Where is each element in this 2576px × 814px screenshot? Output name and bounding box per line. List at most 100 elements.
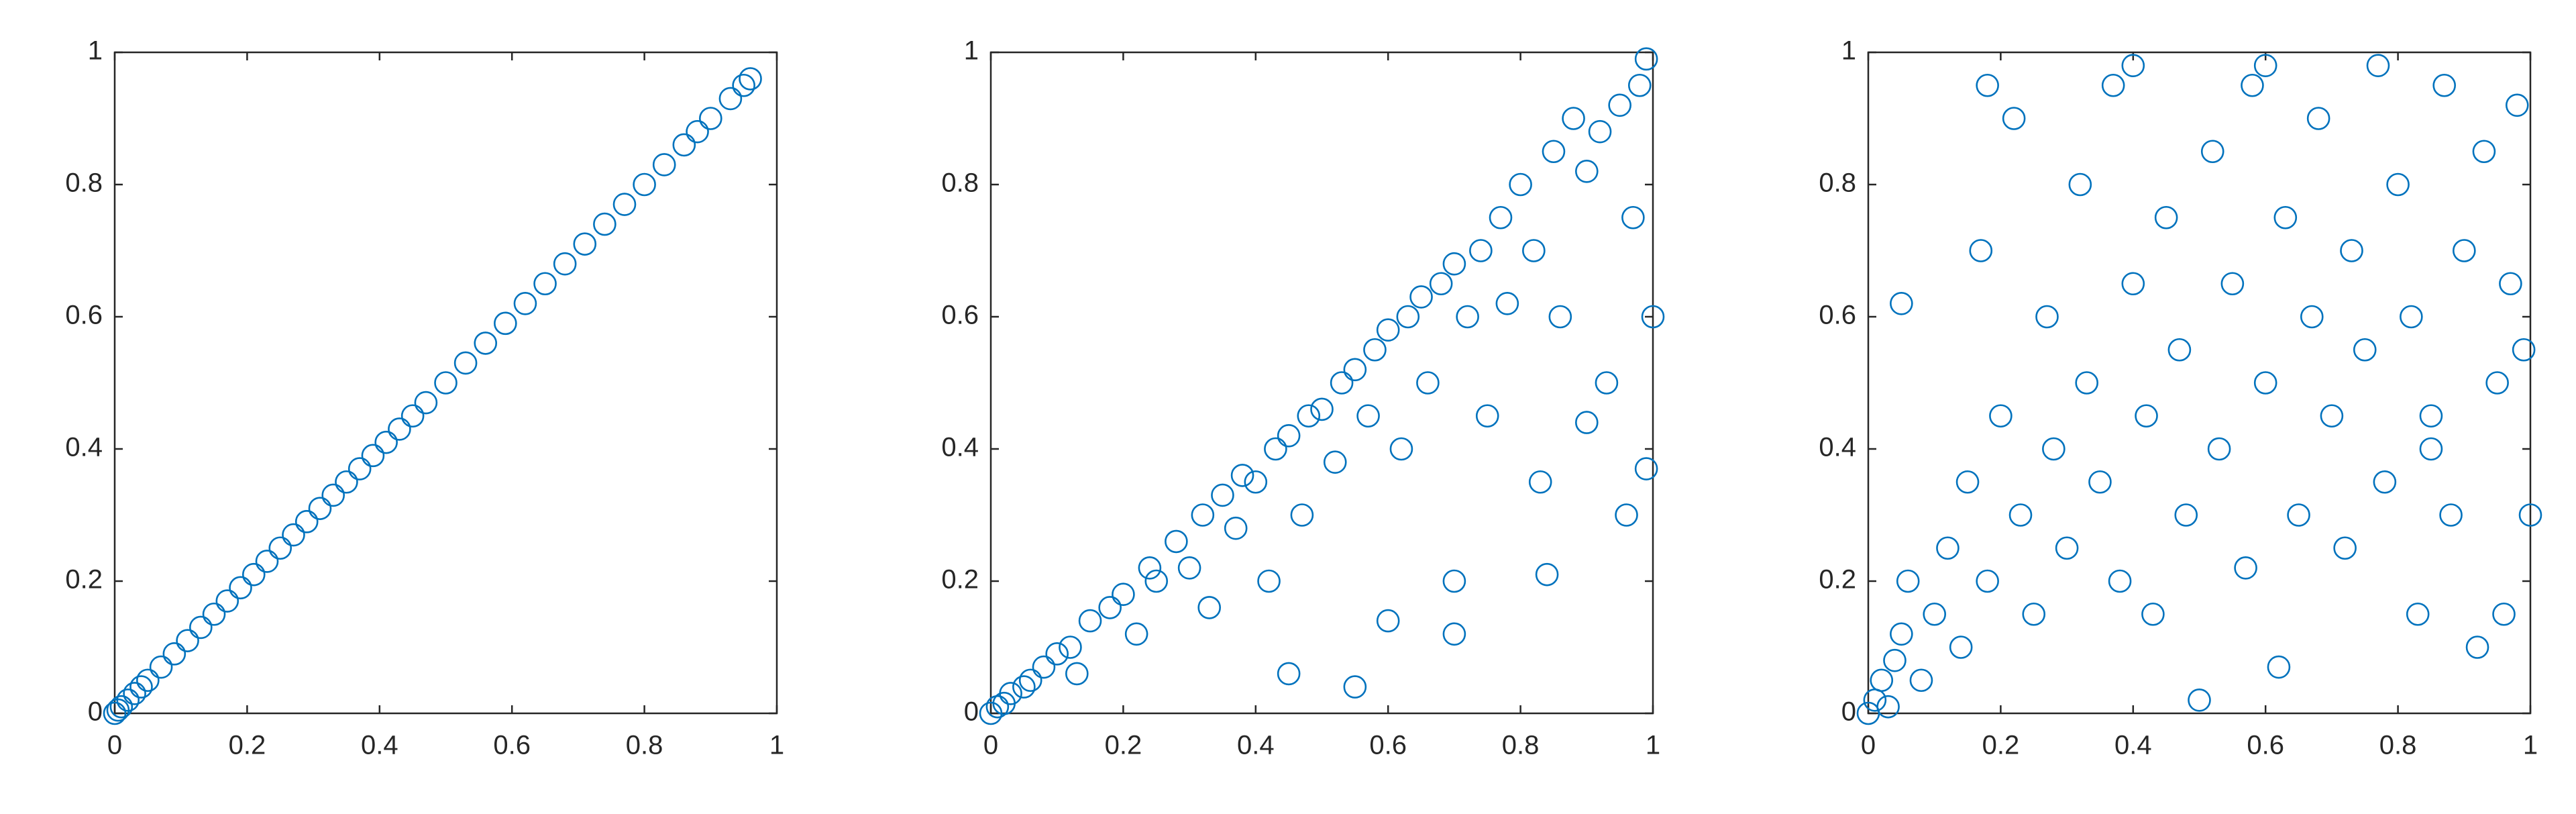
scatter-point	[1363, 338, 1387, 362]
scatter-point	[2022, 602, 2046, 626]
scatter-point	[1059, 635, 1082, 659]
scatter-point	[1191, 503, 1215, 527]
scatter-point	[2121, 272, 2145, 296]
scatter-point	[2088, 470, 2112, 494]
scatter-point	[2406, 602, 2430, 626]
scatter-point	[1936, 536, 1960, 560]
axes-box	[113, 51, 778, 715]
scatter-point	[1522, 239, 1546, 262]
scatter-point	[1376, 609, 1400, 633]
scatter-point	[162, 642, 186, 666]
scatter-point	[1396, 305, 1420, 329]
x-tick-label: 0.4	[361, 731, 398, 760]
y-tick-label: 0.2	[941, 565, 979, 595]
scatter-point	[2154, 205, 2178, 230]
scatter-point	[1976, 73, 1999, 97]
scatter-point	[1627, 73, 1652, 97]
scatter-point	[2234, 556, 2257, 580]
scatter-point	[1045, 642, 1069, 666]
scatter-point	[1078, 609, 1102, 633]
scatter-point	[2068, 172, 2092, 197]
scatter-point	[202, 602, 226, 626]
scatter-point	[255, 550, 279, 573]
scatter-point	[573, 232, 597, 256]
scatter-point	[1376, 318, 1400, 342]
scatter-point	[374, 430, 398, 454]
x-tick-label: 0.8	[626, 731, 663, 760]
scatter-point	[308, 497, 332, 520]
scatter-point	[1409, 285, 1433, 309]
scatter-point	[2220, 272, 2245, 296]
scatter-point	[1634, 47, 1658, 71]
scatter-point	[2121, 54, 2145, 77]
y-tick-label: 0.2	[65, 565, 103, 595]
scatter-point	[268, 536, 292, 560]
scatter-point	[2241, 73, 2264, 97]
scatter-point	[494, 311, 517, 336]
scatter-point	[593, 212, 616, 236]
scatter-point	[361, 444, 385, 468]
scatter-point	[2499, 272, 2522, 296]
scatter-point	[1595, 371, 1619, 395]
scatter-point	[2075, 371, 2099, 395]
scatter-point	[1416, 371, 1440, 395]
scatter-point	[1230, 464, 1254, 487]
scatter-point	[2002, 107, 2026, 130]
scatter-point	[1257, 569, 1281, 593]
y-tick-label: 0.4	[65, 433, 103, 462]
axes-box	[989, 51, 1654, 715]
scatter-point	[2333, 536, 2357, 560]
scatter-point	[2253, 54, 2277, 77]
y-tick-label: 0.4	[941, 433, 979, 462]
scatter-point	[1244, 470, 1268, 494]
scatter-point	[2512, 338, 2536, 362]
y-tick-label: 0.6	[1819, 301, 1856, 330]
x-tick-label: 0.8	[2379, 731, 2417, 760]
scatter-point	[1264, 437, 1287, 461]
scatter-point	[176, 629, 199, 652]
scatter-point	[2287, 503, 2310, 527]
y-tick-label: 0.6	[941, 301, 979, 330]
scatter-point	[2505, 93, 2529, 117]
x-tick-label: 0.6	[1369, 731, 1407, 760]
scatter-point	[739, 67, 762, 91]
scatter-point	[2492, 602, 2516, 626]
scatter-point	[1909, 668, 1933, 693]
y-tick-label: 0	[88, 697, 103, 727]
scatter-point	[2432, 73, 2456, 97]
scatter-point	[672, 133, 696, 157]
scatter-point	[434, 371, 458, 395]
scatter-point	[1224, 516, 1248, 540]
scatter-point	[321, 483, 345, 507]
scatter-point	[1621, 205, 1645, 230]
y-tick-label: 1	[88, 36, 103, 66]
scatter-point	[123, 682, 146, 705]
scatter-point	[2439, 503, 2463, 527]
scatter-point	[1469, 239, 1493, 262]
scatter-point	[103, 701, 127, 725]
scatter-point	[294, 510, 319, 533]
x-tick-label: 1	[769, 731, 784, 760]
scatter-point	[652, 153, 676, 176]
scatter-point	[1923, 602, 1946, 626]
scatter-point	[732, 73, 755, 97]
scatter-point	[1177, 556, 1201, 580]
scatter-point	[1489, 205, 1513, 230]
y-tick-label: 0.8	[65, 168, 103, 198]
scatter-point	[2453, 239, 2476, 262]
scatter-point	[1976, 569, 1999, 593]
scatter-point	[474, 332, 498, 355]
scatter-point	[1615, 503, 1638, 527]
scatter-point	[1575, 160, 1599, 183]
scatter-point	[2306, 107, 2330, 130]
scatter-point	[1442, 252, 1466, 276]
scatter-point	[2373, 470, 2397, 494]
scatter-point	[335, 470, 358, 494]
x-tick-label: 0.6	[2247, 731, 2284, 760]
scatter-point	[1277, 423, 1301, 448]
scatter-point	[2207, 437, 2231, 461]
scatter-point	[1949, 635, 1973, 659]
x-tick-label: 0.4	[2114, 731, 2152, 760]
